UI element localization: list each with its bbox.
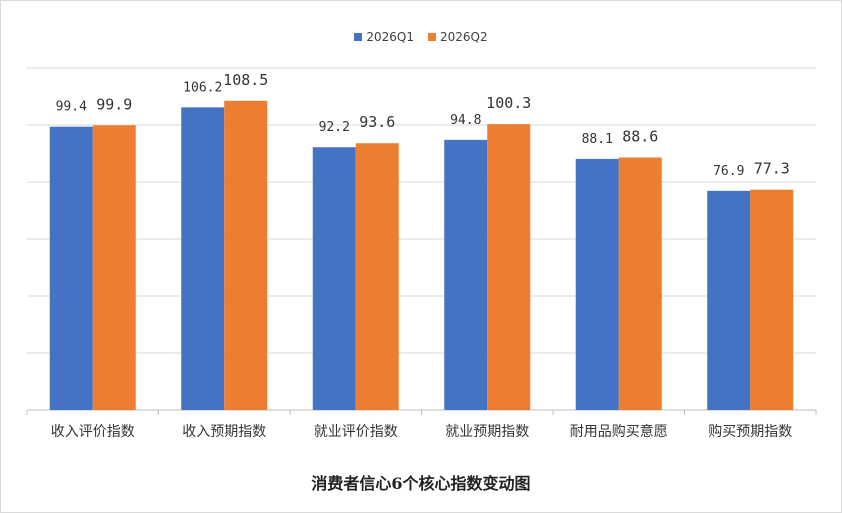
data-label: 100.3 [486, 94, 531, 112]
legend: 2026Q1 2026Q2 [0, 30, 842, 44]
x-tick-label: 收入评价指数 [51, 424, 135, 440]
legend-label-q2: 2026Q2 [440, 30, 488, 44]
data-label: 76.9 [713, 164, 744, 179]
data-label: 93.6 [359, 113, 395, 131]
data-label: 99.9 [96, 95, 132, 113]
legend-swatch-q2 [428, 33, 436, 41]
legend-swatch-q1 [354, 33, 363, 41]
bar-2026q1 [312, 147, 356, 411]
legend-item-q2: 2026Q2 [428, 30, 488, 44]
x-tick-label: 耐用品购买意愿 [570, 423, 668, 440]
data-label: 106.2 [183, 80, 222, 95]
bar-2026q2 [224, 100, 268, 411]
bar-2026q1 [49, 126, 93, 411]
legend-label-q1: 2026Q1 [366, 30, 414, 44]
chart-title: 消费者信心6个核心指数变动图 [311, 474, 531, 493]
bar-2026q2 [92, 125, 136, 410]
x-tick-label: 购买预期指数 [708, 424, 792, 440]
x-tick-label: 收入预期指数 [182, 424, 266, 440]
x-tick-label: 就业评价指数 [314, 424, 398, 440]
bar-2026q2 [487, 124, 531, 411]
data-label: 88.1 [582, 132, 613, 147]
legend-item-q1: 2026Q1 [354, 30, 414, 44]
bar-2026q1 [575, 158, 619, 410]
data-label: 99.4 [56, 100, 87, 115]
data-label: 108.5 [223, 71, 268, 89]
bar-2026q1 [444, 139, 488, 410]
x-tick-label: 就业预期指数 [445, 424, 529, 440]
bar-2026q1 [707, 190, 751, 410]
bar-2026q2 [355, 143, 399, 411]
bar-2026q2 [750, 189, 794, 410]
data-label: 94.8 [450, 113, 481, 128]
bar-2026q2 [618, 157, 662, 410]
bar-2026q1 [181, 107, 225, 410]
data-label: 77.3 [754, 160, 790, 178]
data-label: 88.6 [622, 127, 658, 145]
data-label: 92.2 [319, 120, 350, 135]
